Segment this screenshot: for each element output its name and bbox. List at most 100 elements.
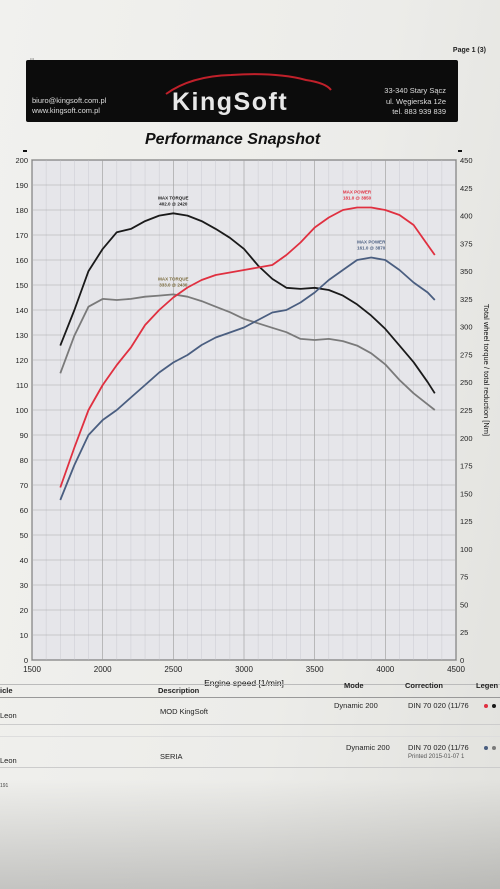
y-left-tick-label: 20 xyxy=(20,606,28,615)
col-legend-header: Legen xyxy=(476,681,499,690)
col-mode-header: Mode xyxy=(344,681,364,690)
y-right-tick-label: 350 xyxy=(460,267,473,276)
website-link[interactable]: www.kingsoft.com.pl xyxy=(32,106,100,115)
phone: tel. 883 939 839 xyxy=(392,107,446,116)
annotation-value: 402.0 @ 2420 xyxy=(159,201,188,206)
y-left-tick-label: 0 xyxy=(24,656,28,665)
row-mode: Dynamic 200 xyxy=(334,701,378,710)
legend-swatch xyxy=(492,746,496,750)
y-right-tick-label: 200 xyxy=(460,434,473,443)
row-divider xyxy=(0,767,500,768)
chart-axes: 1500 2000 2500 3000 3500 4000 4500010203040506… xyxy=(15,150,491,688)
annotation-title: MAX POWER xyxy=(357,240,386,245)
y-left-tick-label: 90 xyxy=(20,431,28,440)
printed-date: Printed 2015-01-07 1 xyxy=(408,754,465,760)
logo: KingSoft xyxy=(172,88,289,116)
y-right-tick-label: 0 xyxy=(460,656,464,665)
annotation-value: 333.0 @ 2430 xyxy=(159,282,188,287)
car-outline-icon xyxy=(165,73,332,95)
x-tick-label: 2000 xyxy=(94,665,112,674)
x-tick-label: 3000 xyxy=(235,665,253,674)
y-left-tick-label: 130 xyxy=(15,331,28,340)
annotation-title: MAX TORQUE xyxy=(158,195,188,200)
y-left-tick-label: 80 xyxy=(20,456,28,465)
y-left-tick-label: 180 xyxy=(15,206,28,215)
table-header-rule xyxy=(0,697,500,698)
address-line-1: 33-340 Stary Sącz xyxy=(384,86,446,95)
y-left-tick-label: 170 xyxy=(15,231,28,240)
row-divider xyxy=(0,724,500,725)
series-line-1 xyxy=(59,293,436,411)
row-divider xyxy=(0,736,500,737)
y-left-tick-label: 160 xyxy=(15,256,28,265)
chart-grid xyxy=(31,159,457,661)
page-tag: ••• xyxy=(30,56,35,61)
y-left-tick-label: 50 xyxy=(20,531,28,540)
y-left-tick-label: 190 xyxy=(15,181,28,190)
y-right-tick-label: 250 xyxy=(460,378,473,387)
x-tick-label: 1500 xyxy=(23,665,41,674)
y-right-tick-label: 450 xyxy=(460,156,473,165)
axis-marker-left xyxy=(23,150,27,152)
row-correction: DIN 70 020 (11/76 xyxy=(408,701,469,710)
y-right-tick-label: 175 xyxy=(460,462,473,471)
y-left-tick-label: 60 xyxy=(20,506,28,515)
y-left-tick-label: 140 xyxy=(15,306,28,315)
y-left-tick-label: 110 xyxy=(16,381,28,390)
photo-shadow xyxy=(0,779,500,889)
y-right-tick-label: 275 xyxy=(460,350,473,359)
x-tick-label: 4000 xyxy=(376,665,394,674)
y-left-tick-label: 200 xyxy=(15,156,28,165)
annotation-value: 161.0 @ 3870 xyxy=(357,246,386,251)
y-left-tick-label: 70 xyxy=(20,481,28,490)
x-tick-label: 4500 xyxy=(447,665,465,674)
y-right-axis-label: Total wheel torque / total reduction [Nm… xyxy=(482,304,491,436)
y-left-tick-label: 10 xyxy=(20,631,28,640)
y-right-tick-label: 325 xyxy=(460,295,473,304)
row-description: SERIA xyxy=(160,752,183,761)
y-right-tick-label: 100 xyxy=(460,545,473,554)
footer-code: 191 xyxy=(0,783,8,789)
row-mode: Dynamic 200 xyxy=(346,743,390,752)
col-vehicle-header: icle xyxy=(0,686,13,695)
page-number: Page 1 (3) xyxy=(452,47,486,54)
series-line-3 xyxy=(59,256,436,501)
series-line-0 xyxy=(59,212,436,394)
y-right-tick-label: 300 xyxy=(460,323,473,332)
y-right-tick-label: 75 xyxy=(460,573,468,582)
chart-series xyxy=(59,206,436,501)
dyno-chart: 1500 2000 2500 3000 3500 4000 4500010203040506… xyxy=(15,150,491,688)
annotation-value: 181.0 @ 3850 xyxy=(343,196,372,201)
y-left-tick-label: 120 xyxy=(15,356,28,365)
row-vehicle: Leon xyxy=(0,711,17,720)
address-line-2: ul. Węgierska 12e xyxy=(385,96,446,106)
header-banner: KingSoft biuro@kingsoft.com.pl www.kings… xyxy=(26,60,458,122)
y-right-tick-label: 400 xyxy=(460,212,473,221)
y-right-tick-label: 375 xyxy=(460,239,473,248)
legend-swatch xyxy=(484,704,488,708)
contact-block: biuro@kingsoft.com.pl www.kingsoft.com.p… xyxy=(32,96,106,116)
y-left-tick-label: 40 xyxy=(20,556,28,565)
col-description-header: Description xyxy=(158,686,200,695)
email-link[interactable]: biuro@kingsoft.com.pl xyxy=(32,96,107,105)
y-left-tick-label: 100 xyxy=(15,406,28,415)
page-title: Performance Snapshot xyxy=(145,131,321,148)
x-axis-label: Engine speed [1/min] xyxy=(204,678,284,688)
series-line-2 xyxy=(59,206,436,488)
y-left-tick-label: 30 xyxy=(20,581,28,590)
legend-swatch xyxy=(484,746,488,750)
row-description: MOD KingSoft xyxy=(160,707,208,716)
legend-swatch xyxy=(492,704,496,708)
axis-marker-right xyxy=(458,150,462,152)
row-correction: DIN 70 020 (11/76 xyxy=(408,743,469,752)
col-correction-header: Correction xyxy=(405,681,443,690)
y-right-tick-label: 25 xyxy=(460,628,468,637)
y-right-tick-label: 50 xyxy=(460,600,468,609)
y-right-tick-label: 125 xyxy=(460,517,473,526)
annotation-title: MAX POWER xyxy=(343,190,372,195)
y-right-tick-label: 225 xyxy=(460,406,473,415)
table-top-rule xyxy=(0,684,500,685)
y-right-tick-label: 425 xyxy=(460,184,473,193)
